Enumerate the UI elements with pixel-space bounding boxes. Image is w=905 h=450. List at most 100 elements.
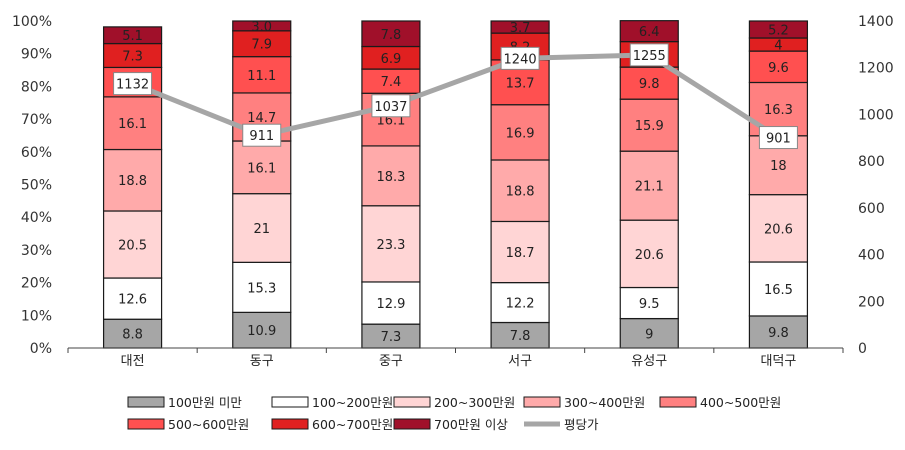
- bar-data-label: 9.5: [639, 297, 660, 312]
- line-data-label-box: [113, 72, 153, 96]
- bar-data-label: 16.1: [376, 114, 405, 129]
- bar-data-label: 16.1: [247, 161, 276, 176]
- bar-data-label: 15.3: [247, 281, 276, 296]
- bar-segment: [232, 20, 292, 32]
- bar-data-label: 21: [253, 222, 270, 237]
- legend-label: 500~600만원: [168, 417, 249, 432]
- y-left-tick-label: 60%: [21, 145, 52, 161]
- line-data-label: 1132: [116, 78, 149, 93]
- line-data-label: 1255: [633, 49, 666, 64]
- y-left-tick-label: 100%: [12, 14, 52, 30]
- legend-label: 200~300만원: [434, 395, 515, 410]
- y-right-tick-label: 200: [858, 294, 885, 310]
- legend-label: 평당가: [564, 417, 599, 432]
- bar-data-label: 15.9: [635, 119, 664, 134]
- bar-data-label: 7.8: [381, 28, 402, 43]
- average-price-line: [131, 52, 780, 140]
- x-category-label: 서구: [508, 354, 532, 369]
- y-right-tick-label: 400: [858, 248, 885, 264]
- bar-segment: [619, 219, 679, 289]
- bar-data-label: 6.4: [639, 25, 660, 40]
- line-data-label: 1240: [504, 52, 537, 67]
- bar-segment: [490, 20, 550, 34]
- y-right-tick-label: 1400: [858, 14, 894, 30]
- legend-swatch: [127, 396, 165, 408]
- bar-data-label: 10.9: [247, 324, 276, 339]
- bar-segment: [102, 148, 163, 212]
- bar-data-label: 7.8: [510, 329, 531, 344]
- bar-data-label: 23.3: [376, 238, 405, 253]
- y-left-tick-label: 0%: [30, 341, 52, 357]
- y-left-tick-label: 90%: [21, 47, 52, 63]
- bar-data-label: 12.6: [118, 293, 147, 308]
- y-left-tick-label: 70%: [21, 112, 52, 128]
- y-left-tick-label: 80%: [21, 79, 52, 95]
- bar-segment: [361, 20, 421, 48]
- bar-data-label: 16.3: [764, 103, 793, 118]
- legend-label: 300~400만원: [564, 395, 645, 410]
- legend-swatch: [271, 396, 309, 408]
- bar-segment: [748, 261, 809, 317]
- x-category-label: 동구: [250, 354, 274, 369]
- bar-data-label: 18.8: [506, 185, 535, 200]
- x-category-label: 대덕구: [760, 354, 796, 369]
- bar-data-label: 16.5: [764, 283, 793, 298]
- y-left-tick-label: 10%: [21, 308, 52, 324]
- bar-segment: [102, 26, 163, 45]
- bar-segment: [232, 311, 292, 349]
- bar-data-label: 5.2: [768, 24, 789, 39]
- bar-data-label: 3.0: [251, 20, 272, 35]
- bar-segment: [490, 220, 550, 284]
- bar-segment: [619, 150, 679, 221]
- line-data-label-box: [500, 46, 540, 70]
- y-right-tick-label: 1200: [858, 61, 894, 77]
- bar-data-label: 18: [770, 159, 787, 174]
- x-category-label: 유성구: [631, 354, 667, 369]
- bar-data-label: 18.7: [506, 246, 535, 261]
- bar-segment: [748, 50, 809, 84]
- bar-data-label: 9.8: [768, 326, 789, 341]
- legend-label: 100만원 미만: [168, 395, 242, 410]
- x-category-label: 대전: [121, 354, 145, 369]
- bar-segment: [232, 140, 292, 195]
- bar-segment: [102, 318, 163, 349]
- bar-data-label: 16.9: [506, 126, 535, 141]
- legend-swatch: [393, 418, 431, 430]
- bar-data-label: 12.9: [376, 297, 405, 312]
- y-left-tick-label: 50%: [21, 178, 52, 194]
- y-left-tick-label: 40%: [21, 210, 52, 226]
- bar-segment: [619, 20, 679, 43]
- bar-segment: [748, 194, 809, 263]
- bar-data-label: 9.6: [768, 61, 789, 76]
- bar-data-label: 20.5: [118, 239, 147, 254]
- bar-segment: [361, 145, 421, 207]
- bar-segment: [102, 96, 163, 151]
- bar-segment: [748, 20, 809, 39]
- y-right-tick-label: 600: [858, 201, 885, 217]
- bar-segment: [102, 277, 163, 320]
- bar-data-label: 12.2: [506, 297, 535, 312]
- legend-label: 400~500만원: [700, 395, 781, 410]
- bar-segment: [619, 66, 679, 100]
- bar-data-label: 13.7: [506, 76, 535, 91]
- line-data-label-box: [371, 94, 411, 118]
- y-right-tick-label: 0: [858, 341, 867, 357]
- legend-swatch: [523, 396, 561, 408]
- line-data-label-box: [629, 43, 669, 67]
- bar-data-label: 3.7: [510, 21, 531, 36]
- bar-data-label: 7.4: [381, 75, 402, 90]
- bar-data-label: 6.9: [381, 52, 402, 67]
- bar-data-label: 18.3: [376, 170, 405, 185]
- legend-swatch: [271, 418, 309, 430]
- legend-swatch: [659, 396, 697, 408]
- x-category-label: 중구: [379, 354, 403, 369]
- bar-segment: [619, 98, 679, 152]
- bar-data-label: 7.3: [381, 330, 402, 345]
- bar-data-label: 20.6: [635, 248, 664, 263]
- bar-data-label: 4: [774, 39, 782, 54]
- y-right-tick-label: 800: [858, 154, 885, 170]
- y-right-tick-label: 1000: [858, 107, 894, 123]
- bar-segment: [232, 193, 292, 263]
- legend-swatch: [393, 396, 431, 408]
